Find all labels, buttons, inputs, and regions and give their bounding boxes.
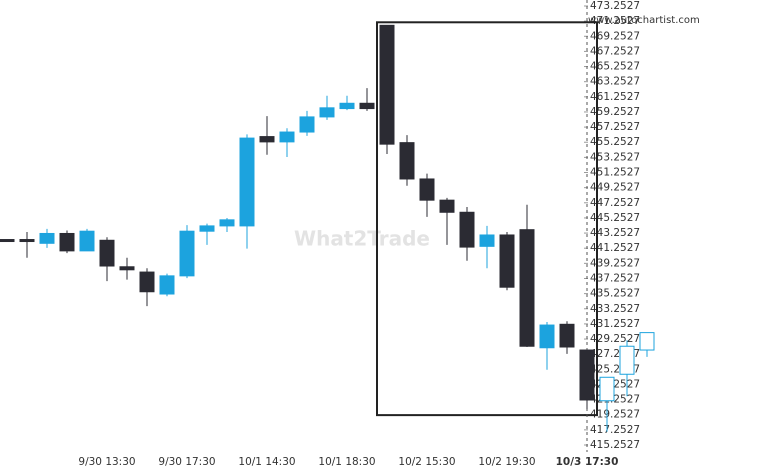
y-tick-label: 453.2527 bbox=[590, 151, 640, 163]
y-tick-label: 451.2527 bbox=[590, 167, 640, 179]
y-tick-label: 441.2527 bbox=[590, 242, 640, 254]
candle-body bbox=[399, 142, 415, 180]
pattern-box bbox=[376, 21, 598, 417]
candle-body bbox=[239, 137, 255, 227]
candle-body bbox=[639, 332, 655, 351]
candle-body bbox=[459, 211, 475, 248]
candle-body bbox=[99, 239, 115, 267]
source: www.autochartist.com bbox=[588, 15, 700, 26]
y-tick-label: 447.2527 bbox=[590, 197, 640, 209]
candle-body bbox=[59, 232, 75, 252]
candle-body bbox=[439, 199, 455, 213]
candle-body bbox=[119, 266, 135, 271]
candle-body bbox=[359, 102, 375, 110]
y-tick-label: 439.2527 bbox=[590, 257, 640, 269]
candle-body bbox=[379, 24, 395, 145]
candle-body bbox=[79, 230, 95, 252]
y-tick-label: 445.2527 bbox=[590, 212, 640, 224]
x-tick-label: 10/2 15:30 bbox=[398, 456, 455, 468]
candle-body bbox=[619, 345, 635, 375]
candle-body bbox=[559, 323, 575, 348]
candle-body bbox=[299, 116, 315, 133]
y-tick-label: 471.2527 bbox=[590, 15, 640, 27]
watermark: What2Trade bbox=[294, 227, 430, 251]
candle-body bbox=[199, 225, 215, 232]
y-tick-label: 437.2527 bbox=[590, 272, 640, 284]
candle-body bbox=[419, 178, 435, 201]
y-tick-label: 459.2527 bbox=[590, 106, 640, 118]
x-tick-label: 10/3 17:30 bbox=[556, 456, 619, 468]
y-tick-label: 449.2527 bbox=[590, 182, 640, 194]
x-tick-label: 10/1 18:30 bbox=[318, 456, 375, 468]
y-tick-label: 465.2527 bbox=[590, 61, 640, 73]
candle-body bbox=[0, 239, 15, 243]
candle-body bbox=[139, 271, 155, 293]
y-tick-label: 457.2527 bbox=[590, 121, 640, 133]
x-tick-label: 10/2 19:30 bbox=[478, 456, 535, 468]
candle-body bbox=[219, 219, 235, 227]
y-tick-label: 433.2527 bbox=[590, 303, 640, 315]
candle-body bbox=[519, 229, 535, 347]
x-tick-label: 10/1 14:30 bbox=[238, 456, 295, 468]
candle-body bbox=[19, 239, 35, 243]
y-tick-label: 431.2527 bbox=[590, 318, 640, 330]
y-tick-label: 429.2527 bbox=[590, 333, 640, 345]
y-tick-label: 419.2527 bbox=[590, 409, 640, 421]
candle-body bbox=[499, 234, 515, 288]
y-tick-label: 415.2527 bbox=[590, 439, 640, 451]
candle-body bbox=[39, 232, 55, 244]
candle-body bbox=[159, 275, 175, 295]
y-tick-label: 417.2527 bbox=[590, 424, 640, 436]
y-tick-label: 435.2527 bbox=[590, 288, 640, 300]
y-tick-label: 443.2527 bbox=[590, 227, 640, 239]
y-tick-label: 461.2527 bbox=[590, 91, 640, 103]
candle-body bbox=[539, 324, 555, 349]
y-tick-label: 469.2527 bbox=[590, 30, 640, 42]
candle-body bbox=[339, 102, 355, 110]
x-tick-label: 9/30 13:30 bbox=[78, 456, 135, 468]
x-tick-label: 9/30 17:30 bbox=[158, 456, 215, 468]
candle-body bbox=[179, 230, 195, 277]
y-tick-label: 463.2527 bbox=[590, 76, 640, 88]
candle-body bbox=[599, 376, 615, 402]
candle-body bbox=[279, 131, 295, 143]
y-tick-label: 467.2527 bbox=[590, 45, 640, 57]
candle-body bbox=[579, 349, 595, 401]
y-tick-label: 473.2527 bbox=[590, 0, 640, 12]
y-tick-label: 455.2527 bbox=[590, 136, 640, 148]
candle-body bbox=[479, 234, 495, 247]
candle-body bbox=[319, 107, 335, 118]
candle-body bbox=[259, 136, 275, 143]
